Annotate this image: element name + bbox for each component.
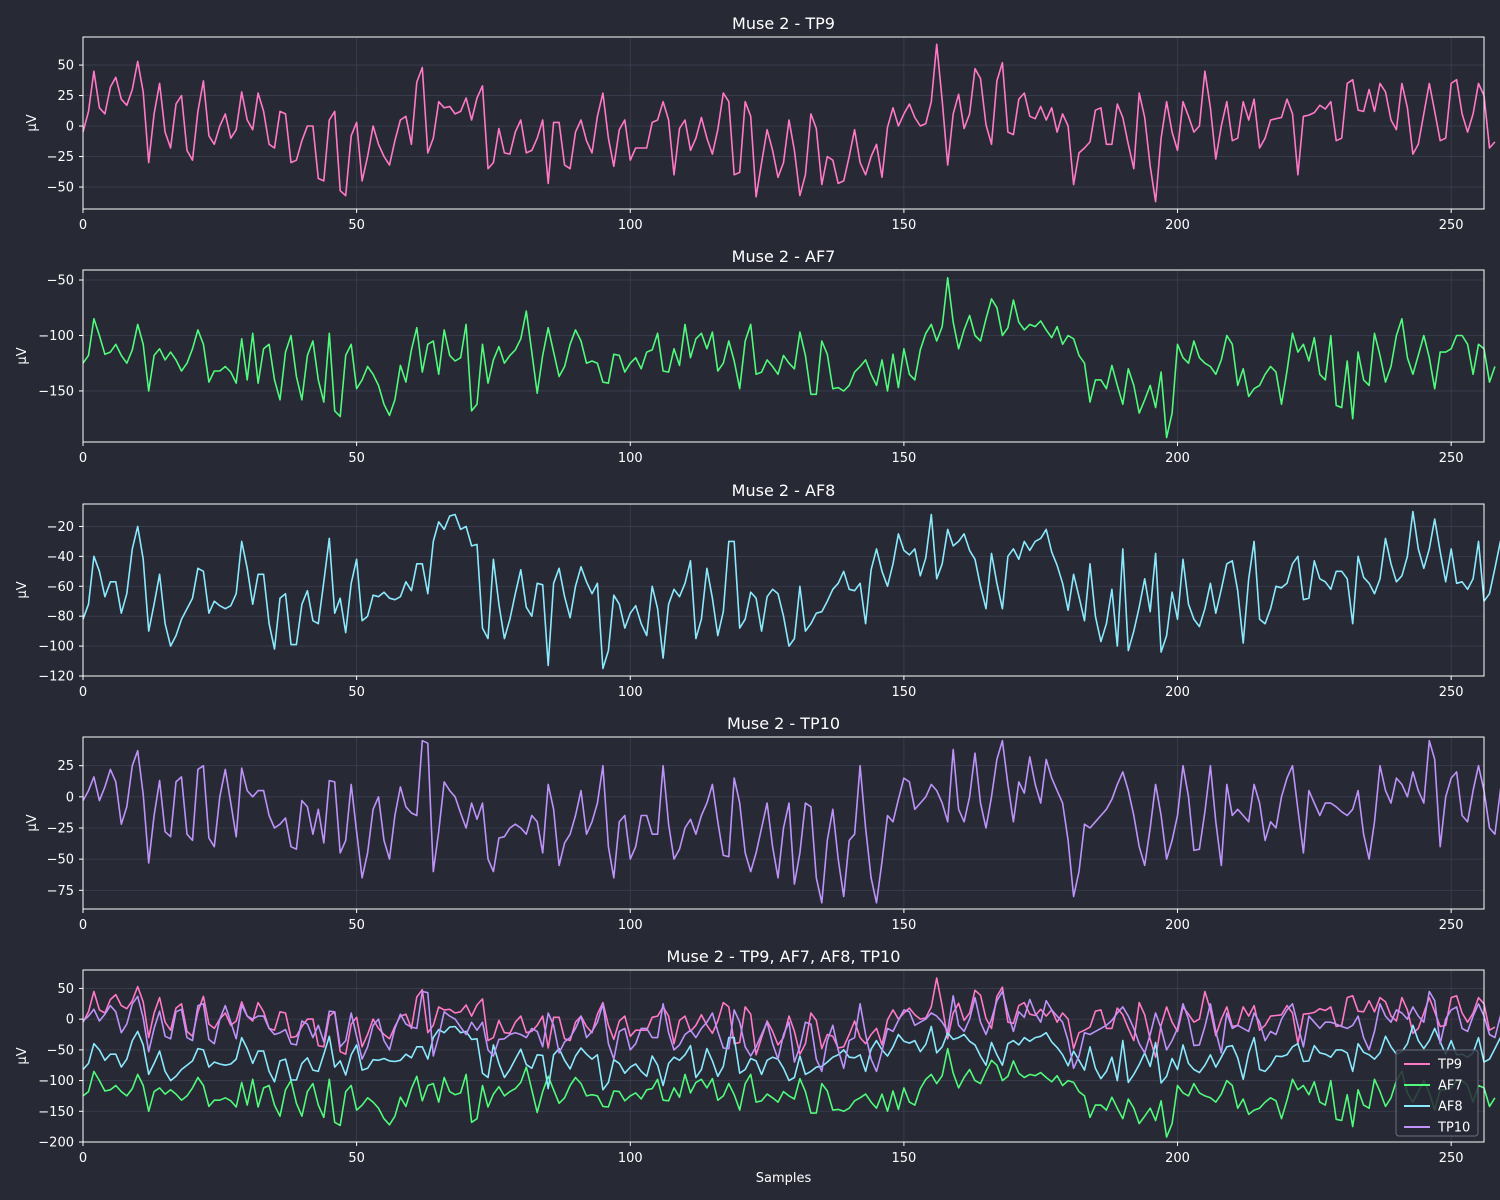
- x-tick-label: 100: [618, 1151, 643, 1166]
- x-axis-label: Samples: [756, 1171, 812, 1186]
- y-tick-label: −80: [47, 610, 74, 625]
- y-axis-label: µV: [15, 581, 30, 598]
- chart-title: Muse 2 - AF7: [732, 247, 836, 266]
- y-axis-label: µV: [25, 114, 40, 131]
- y-tick-label: 0: [66, 120, 74, 135]
- chart-title: Muse 2 - TP10: [727, 714, 840, 733]
- axes-frame: [82, 736, 1485, 910]
- series-line-3: [82, 739, 1500, 904]
- y-tick-label: −50: [47, 1043, 74, 1058]
- legend-label: TP9: [1437, 1058, 1462, 1073]
- x-tick-label: 50: [348, 685, 365, 700]
- y-tick-label: −100: [38, 640, 74, 655]
- panel-3: 0 50 100 150 200 250 −75 −50 −25 0 25 Muse 2 - TP10…: [25, 714, 1500, 933]
- series-line-TP9: [82, 977, 1496, 1058]
- y-tick-label: −100: [38, 329, 74, 344]
- x-tick-label: 100: [618, 918, 643, 933]
- y-tick-label: −50: [47, 853, 74, 868]
- y-tick-label: 50: [57, 59, 74, 74]
- y-axis-label: µV: [15, 347, 30, 364]
- y-tick-label: 25: [57, 89, 74, 104]
- series-line-0: [82, 43, 1496, 203]
- x-tick-label: 200: [1165, 1151, 1190, 1166]
- x-tick-label: 150: [891, 685, 916, 700]
- x-tick-label: 150: [891, 218, 916, 233]
- panel-2: 0 50 100 150 200 250 −120 −100 −80 −60 −40 −20 Muse …: [15, 481, 1500, 700]
- x-tick-label: 100: [618, 685, 643, 700]
- x-tick-label: 150: [891, 451, 916, 466]
- legend-box: [1395, 1049, 1479, 1137]
- x-tick-label: 200: [1165, 218, 1190, 233]
- chart-title: Muse 2 - TP9, AF7, AF8, TP10: [667, 947, 901, 966]
- y-tick-label: −25: [47, 821, 74, 836]
- series-line-1: [82, 276, 1496, 439]
- x-tick-label: 100: [618, 451, 643, 466]
- series-line-2: [82, 510, 1500, 670]
- panel-4: 0 50 100 150 200 250 −200 −150 −100 −50 0 50 Muse 2 …: [15, 947, 1500, 1186]
- x-tick-label: 250: [1439, 218, 1464, 233]
- panel-0: 0 50 100 150 200 250 −50 −25 0 25 50 Muse 2 - TP9 µV: [25, 14, 1496, 233]
- legend-label: AF8: [1438, 1100, 1463, 1115]
- y-tick-label: −100: [38, 1074, 74, 1089]
- y-tick-label: −60: [47, 580, 74, 595]
- y-tick-label: 25: [57, 759, 74, 774]
- y-tick-label: −75: [47, 884, 74, 899]
- y-axis-label: µV: [15, 1047, 30, 1064]
- x-tick-label: 0: [79, 451, 87, 466]
- series-line-TP10: [82, 990, 1500, 1073]
- x-tick-label: 50: [348, 1151, 365, 1166]
- y-tick-label: −150: [38, 384, 74, 399]
- x-tick-label: 50: [348, 218, 365, 233]
- x-tick-label: 150: [891, 918, 916, 933]
- axes-frame: [82, 269, 1485, 443]
- series-line-AF7: [82, 1047, 1496, 1138]
- y-tick-label: −50: [47, 273, 74, 288]
- panel-1: 0 50 100 150 200 250 −150 −100 −50 Muse 2 - AF7 µV: [15, 247, 1496, 466]
- axes-frame: [82, 969, 1485, 1143]
- y-tick-label: −40: [47, 550, 74, 565]
- x-tick-label: 200: [1165, 685, 1190, 700]
- axes-frame: [82, 36, 1485, 210]
- x-tick-label: 0: [79, 218, 87, 233]
- x-tick-label: 0: [79, 918, 87, 933]
- x-tick-label: 0: [79, 685, 87, 700]
- x-tick-label: 150: [891, 1151, 916, 1166]
- x-tick-label: 250: [1439, 1151, 1464, 1166]
- y-tick-label: −150: [38, 1105, 74, 1120]
- chart-title: Muse 2 - TP9: [732, 14, 835, 33]
- x-tick-label: 0: [79, 1151, 87, 1166]
- legend: TP9 AF7 AF8 TP10: [1395, 1049, 1479, 1137]
- y-tick-label: −200: [38, 1136, 74, 1151]
- y-tick-label: −120: [38, 670, 74, 685]
- y-tick-label: −20: [47, 520, 74, 535]
- x-tick-label: 50: [348, 918, 365, 933]
- legend-label: TP10: [1437, 1121, 1470, 1136]
- series-line-AF8: [82, 1024, 1500, 1091]
- x-tick-label: 200: [1165, 918, 1190, 933]
- chart-title: Muse 2 - AF8: [732, 481, 836, 500]
- legend-label: AF7: [1438, 1079, 1463, 1094]
- x-tick-label: 250: [1439, 451, 1464, 466]
- axes-frame: [82, 503, 1485, 677]
- y-tick-label: 0: [66, 790, 74, 805]
- y-axis-label: µV: [25, 814, 40, 831]
- y-tick-label: −50: [47, 181, 74, 196]
- x-tick-label: 250: [1439, 918, 1464, 933]
- x-tick-label: 200: [1165, 451, 1190, 466]
- y-tick-label: 50: [57, 982, 74, 997]
- x-tick-label: 50: [348, 451, 365, 466]
- y-tick-label: −25: [47, 150, 74, 165]
- x-tick-label: 250: [1439, 685, 1464, 700]
- y-tick-label: 0: [66, 1013, 74, 1028]
- x-tick-label: 100: [618, 218, 643, 233]
